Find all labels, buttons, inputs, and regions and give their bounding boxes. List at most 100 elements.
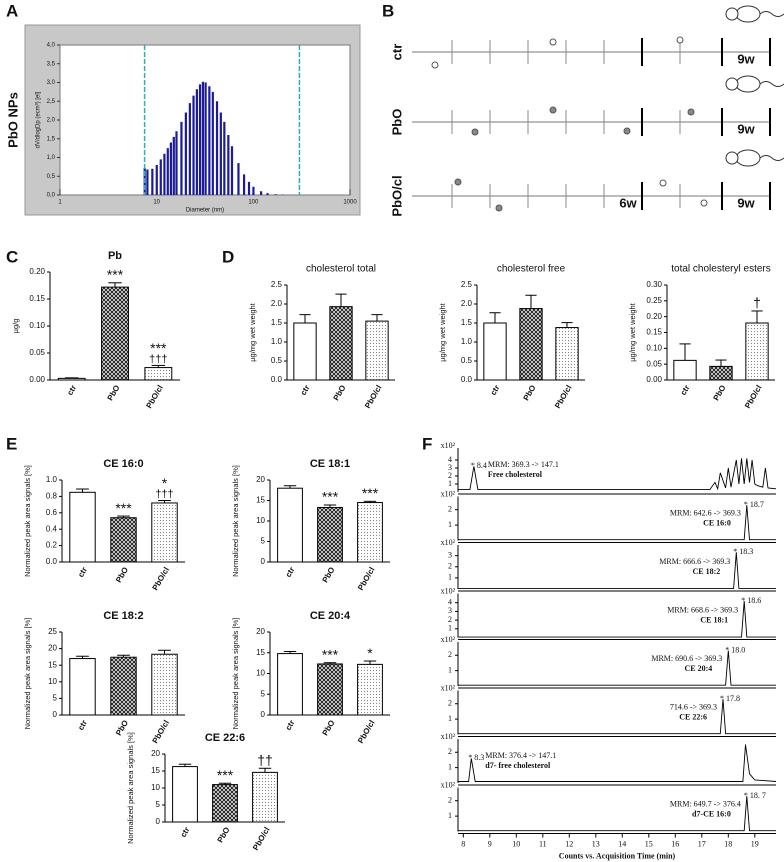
scale-label: x10² <box>441 538 456 547</box>
y-tick-label: 20 <box>48 644 57 653</box>
bar <box>101 286 129 381</box>
y-tick-label: 1 <box>448 665 452 674</box>
y-axis-label: Normalized peak area signals [%] <box>23 465 32 577</box>
scale-label: x10² <box>441 586 456 595</box>
y-tick-label: 0.15 <box>646 328 662 337</box>
y-tick-label: 0.10 <box>646 343 662 352</box>
y-tick-label: 0.6 <box>46 508 58 517</box>
x-tick-label: 16 <box>671 839 679 848</box>
sample-point <box>495 204 503 212</box>
x-axis-label: Counts vs. Acquisition Time (min) <box>559 851 676 860</box>
significance: *** <box>150 340 167 356</box>
sample-point <box>700 199 708 207</box>
y-tick-label: 1 <box>448 624 452 633</box>
y-tick-label: 1 <box>448 573 452 582</box>
x-tick-label: PbO/cl <box>251 826 271 852</box>
bar <box>223 121 226 195</box>
significance: *** <box>115 500 132 516</box>
mrm-label: MRM: 649.7 -> 376.4 <box>670 799 741 808</box>
panel-label: D <box>222 247 234 266</box>
compound-label: CE 16:0 <box>703 518 731 527</box>
y-tick-label: 2 <box>448 615 452 624</box>
chromatogram <box>458 744 777 782</box>
y-tick-label: 2 <box>448 796 452 805</box>
significance: *** <box>322 489 339 505</box>
x-tick-label: 15 <box>645 839 653 848</box>
peak-label: * 17.8 <box>720 694 740 703</box>
y-tick-label: 0 <box>156 817 161 826</box>
mouse-head <box>725 151 739 165</box>
chart-title: CE 16:0 <box>103 458 143 470</box>
sample-point <box>676 36 684 44</box>
y-tick-label: 0.20 <box>646 312 662 321</box>
y-axis-label: µg/g <box>11 319 20 334</box>
y-tick-label: 2 <box>448 747 452 756</box>
scale-label: x10² <box>441 441 456 450</box>
y-tick-label: 15 <box>151 766 160 775</box>
significance: ††† <box>149 353 167 365</box>
sample-point <box>659 179 667 187</box>
x-tick-label: PbO/cl <box>363 384 383 410</box>
bar <box>230 146 234 195</box>
y-tick-label: 0.00 <box>29 375 45 384</box>
mouse-tail <box>759 155 784 161</box>
chromatogram <box>458 650 776 686</box>
scale-label: x10² <box>441 635 456 644</box>
chromatogram <box>458 552 776 589</box>
chart-title: CE 22:6 <box>205 732 245 744</box>
sample-point <box>454 178 462 186</box>
y-tick-label: 15 <box>48 660 57 669</box>
y-tick-label: 1.5 <box>271 318 283 327</box>
compound-label: d7- free cholesterol <box>485 761 551 770</box>
bar <box>365 320 389 381</box>
bar <box>215 101 219 195</box>
significance: †† <box>257 752 273 768</box>
significance: *** <box>362 485 379 501</box>
x-tick-label: 12 <box>565 839 573 848</box>
significance: *** <box>217 767 234 783</box>
peak-label: * 8.4 <box>471 461 487 470</box>
chromatogram <box>458 600 776 638</box>
y-tick-label: 0 <box>53 710 58 719</box>
bar <box>208 86 211 195</box>
x-tick-label: PbO/cl <box>743 384 763 410</box>
bar <box>166 148 169 195</box>
y-tick-label: 0.8 <box>46 492 58 501</box>
x-tick-label: PbO <box>216 826 232 845</box>
x-tick-label: 14 <box>618 839 626 848</box>
bar <box>247 181 251 195</box>
sample-point <box>431 61 439 69</box>
y-tick-label: 0.5 <box>271 356 283 365</box>
y-tick-label: 0.00 <box>646 375 662 384</box>
y-tick-label: 0.05 <box>29 348 45 357</box>
scale-label: x10² <box>441 780 456 789</box>
x-tick-label: ctr <box>284 719 297 732</box>
chart-title: Pb <box>108 250 122 262</box>
y-axis-label: µg/mg wet weight <box>628 302 637 361</box>
y-tick-label: 2 <box>448 699 452 708</box>
bar <box>159 159 162 195</box>
mouse-body <box>735 75 761 93</box>
y-tick-label: 10 <box>256 516 265 525</box>
panel-label: E <box>6 434 17 453</box>
y-tick-label: 0.05 <box>646 359 662 368</box>
sample-point <box>687 108 695 116</box>
x-tick-label: PbO/cl <box>151 719 171 745</box>
mrm-label: 714.6 -> 369.3 <box>670 702 717 711</box>
y-tick-label: 0 <box>261 557 266 566</box>
y-tick-label: 1.0 <box>271 337 283 346</box>
mrm-label: MRM: 668.6 -> 369.3 <box>667 605 738 614</box>
bar <box>211 91 214 195</box>
mid-label: 6w <box>619 195 637 210</box>
peak-label: * 18. 7 <box>744 791 766 800</box>
y-tick-label: 0.4 <box>46 524 58 533</box>
y-tick-label: 0.5 <box>461 356 473 365</box>
mrm-label: MRM: 376.4 -> 147.1 <box>485 751 556 760</box>
sample-label: PbO NPs <box>5 92 20 148</box>
chromatogram <box>458 458 777 491</box>
x-tick-label: ctr <box>65 384 78 397</box>
y-tick-label: 15 <box>256 648 265 657</box>
y-tick-label: 0 <box>261 710 266 719</box>
bar <box>227 135 230 195</box>
